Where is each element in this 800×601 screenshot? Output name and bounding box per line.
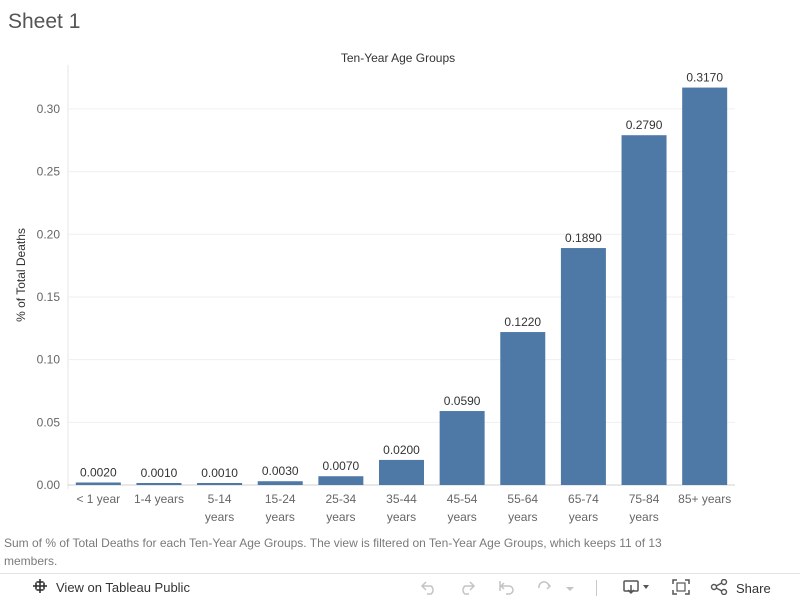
bar-value-label: 0.0010 xyxy=(201,466,238,480)
bar xyxy=(257,481,303,485)
refresh-button[interactable] xyxy=(534,578,556,598)
y-tick-label: 0.10 xyxy=(37,353,61,367)
x-tick-label: years xyxy=(266,510,295,524)
redo-icon xyxy=(458,579,476,598)
bar-value-label: 0.0010 xyxy=(141,466,178,480)
x-tick-label: 25-34 xyxy=(326,492,357,506)
x-tick-label: 45-54 xyxy=(447,492,478,506)
bar-value-label: 0.0030 xyxy=(262,464,299,478)
revert-button[interactable] xyxy=(496,578,518,598)
bar-value-label: 0.2790 xyxy=(626,118,663,132)
fullscreen-icon xyxy=(672,578,690,598)
y-tick-label: 0.15 xyxy=(37,290,61,304)
undo-button[interactable] xyxy=(418,578,440,598)
bar-value-label: 0.1890 xyxy=(565,231,602,245)
x-tick-label: years xyxy=(569,510,598,524)
undo-icon xyxy=(420,579,438,598)
refresh-dropdown-button[interactable] xyxy=(564,578,576,598)
bar-value-label: 0.1220 xyxy=(504,315,541,329)
x-tick-label: 55-64 xyxy=(507,492,538,506)
chevron-down-icon xyxy=(565,581,575,596)
y-tick-label: 0.20 xyxy=(37,227,61,241)
bar xyxy=(439,411,485,485)
x-tick-label: 75-84 xyxy=(629,492,660,506)
y-tick-label: 0.05 xyxy=(37,415,61,429)
x-tick-label: years xyxy=(387,510,416,524)
bar xyxy=(500,332,546,485)
x-tick-label: years xyxy=(508,510,537,524)
toolbar-divider xyxy=(596,580,597,596)
x-tick-label: years xyxy=(629,510,658,524)
x-tick-label: years xyxy=(205,510,234,524)
share-label: Share xyxy=(736,580,771,596)
bar xyxy=(197,483,243,485)
view-on-tableau-label: View on Tableau Public xyxy=(56,580,190,595)
chart-title: Ten-Year Age Groups xyxy=(341,51,455,65)
x-tick-label: 15-24 xyxy=(265,492,296,506)
x-tick-label: years xyxy=(447,510,476,524)
x-tick-label: < 1 year xyxy=(76,492,120,506)
y-tick-label: 0.30 xyxy=(37,102,61,116)
fullscreen-button[interactable] xyxy=(670,578,692,598)
redo-button[interactable] xyxy=(456,578,478,598)
download-button[interactable] xyxy=(620,578,652,598)
bar-chart: Ten-Year Age Groups % of Total Deaths 0.00… xyxy=(14,51,735,524)
bar-value-label: 0.0070 xyxy=(323,459,360,473)
sheet-title: Sheet 1 xyxy=(8,10,81,33)
bar-value-label: 0.0020 xyxy=(80,465,117,479)
bar-value-label: 0.3170 xyxy=(686,71,723,85)
x-tick-label: 5-14 xyxy=(208,492,232,506)
x-tick-label: 35-44 xyxy=(386,492,417,506)
chart-caption: Sum of % of Total Deaths for each Ten-Ye… xyxy=(4,536,662,568)
bottom-toolbar: View on Tableau Public xyxy=(0,573,800,601)
view-on-tableau-link[interactable]: View on Tableau Public xyxy=(32,578,190,597)
refresh-icon xyxy=(536,579,554,598)
bar xyxy=(682,87,728,485)
x-tick-label: 65-74 xyxy=(568,492,599,506)
y-tick-label: 0.25 xyxy=(37,165,61,179)
bar xyxy=(318,476,364,485)
revert-icon xyxy=(498,579,516,598)
bar xyxy=(379,459,424,485)
x-tick-label: 85+ years xyxy=(678,492,731,506)
y-axis-label: % of Total Deaths xyxy=(14,228,28,322)
bar xyxy=(136,483,182,485)
y-tick-label: 0.00 xyxy=(37,478,61,492)
x-tick-label: 1-4 years xyxy=(134,492,184,506)
tableau-logo-icon xyxy=(32,578,48,597)
x-tick-label: years xyxy=(326,510,355,524)
bar xyxy=(75,482,121,485)
download-icon xyxy=(622,579,650,598)
bar-value-label: 0.0200 xyxy=(383,443,420,457)
bar-value-label: 0.0590 xyxy=(444,394,481,408)
share-icon xyxy=(710,578,728,598)
share-button[interactable]: Share xyxy=(710,578,771,598)
bar xyxy=(560,248,606,485)
bar xyxy=(621,135,667,485)
